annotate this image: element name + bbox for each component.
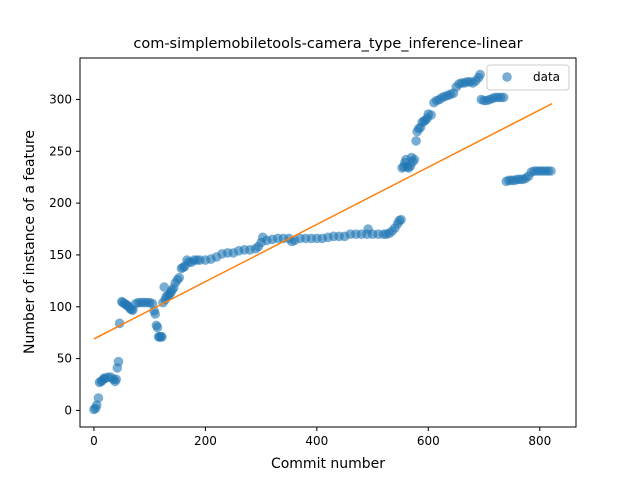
data-point — [396, 214, 406, 225]
x-tick-label: 400 — [305, 434, 328, 448]
data-point — [93, 393, 104, 403]
legend-box — [486, 64, 570, 91]
data-point — [91, 400, 102, 411]
data-point — [152, 322, 163, 333]
data-point — [113, 356, 124, 367]
y-tick-label: 150 — [49, 248, 72, 262]
data-point — [498, 92, 509, 103]
y-tick-label: 0 — [64, 403, 72, 417]
axis-ticks: 0 200 400 600 800 0 50 100 150 200 250 300 — [49, 92, 551, 448]
legend: data — [486, 64, 570, 91]
legend-label-data: data — [533, 70, 560, 84]
chart-title: com-simplemobiletools-camera_type_infere… — [133, 36, 522, 52]
data-point — [114, 318, 125, 329]
plot-frame — [79, 57, 577, 428]
y-tick-label: 50 — [57, 352, 72, 366]
data-point — [147, 298, 158, 309]
data-point — [150, 309, 160, 319]
y-tick-label: 250 — [49, 144, 72, 158]
y-tick-label: 200 — [49, 196, 72, 210]
x-tick-label: 800 — [528, 434, 551, 448]
y-tick-label: 300 — [49, 92, 72, 106]
fit-line — [93, 102, 553, 340]
data-point — [475, 69, 485, 80]
y-tick-label: 100 — [49, 300, 72, 314]
data-point — [411, 136, 421, 146]
data-point — [159, 282, 169, 292]
y-axis-label: Number of instance of a feature — [22, 130, 38, 354]
x-tick-label: 200 — [194, 434, 217, 448]
x-axis-label: Commit number — [271, 456, 385, 472]
plot-area — [89, 69, 556, 415]
data-point — [409, 154, 420, 165]
x-tick-label: 0 — [90, 434, 98, 448]
data-point — [426, 110, 436, 120]
data-point — [111, 374, 121, 385]
data-point — [174, 272, 184, 283]
x-tick-label: 600 — [417, 434, 440, 448]
data-point — [546, 166, 556, 176]
legend-marker — [502, 72, 512, 82]
data-point — [157, 332, 167, 342]
